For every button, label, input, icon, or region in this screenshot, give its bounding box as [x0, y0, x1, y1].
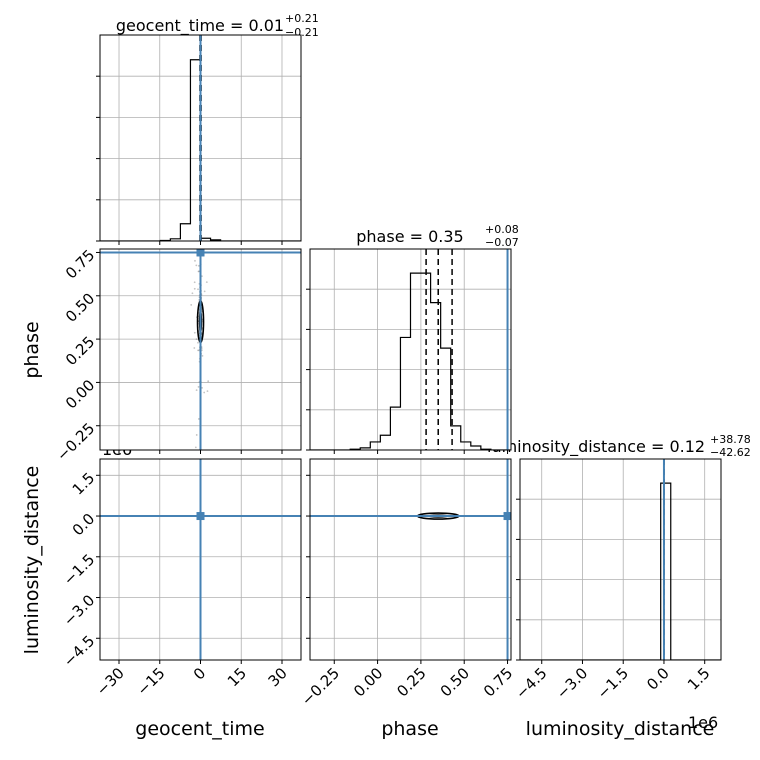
x-tick-label: 0.0 [643, 664, 673, 694]
y-tick-label: 0.75 [62, 246, 98, 282]
x-tick-label: −15 [133, 664, 168, 699]
histogram-phase [310, 272, 511, 450]
x-tick-label: −3.0 [553, 664, 591, 702]
x-tick-label: 15 [224, 664, 250, 690]
sample-point [194, 259, 196, 262]
sample-point [193, 281, 196, 284]
y-tick-label: 0.50 [62, 289, 98, 325]
truth-marker [503, 512, 511, 521]
x-tick-label: −0.25 [298, 664, 343, 709]
xlabel-geocent-time: geocent_time [135, 718, 264, 740]
sample-point [201, 355, 204, 357]
x-tick-label: −1.5 [594, 664, 632, 702]
sample-point [193, 347, 196, 349]
y-tick-label: 0.00 [62, 376, 98, 412]
histogram-geocent_time [100, 59, 301, 241]
sample-point [195, 338, 198, 341]
sample-point [201, 386, 203, 389]
sample-point [197, 349, 199, 352]
title-luminosity-distance: luminosity_distance = 0.12 [487, 437, 705, 457]
x-tick-label: 0.75 [480, 664, 516, 700]
x-tick-label: 0.25 [393, 664, 429, 700]
sample-point [205, 281, 208, 284]
xlabel-phase: phase [381, 718, 438, 740]
sample-point [197, 386, 200, 388]
sample-point [193, 287, 196, 290]
y-tick-label: −3.0 [60, 591, 98, 629]
sample-point [195, 264, 198, 267]
panel-frame [309, 458, 512, 661]
sample-point [203, 391, 206, 394]
y-tick-label: 1.5 [69, 469, 99, 499]
sample-point [191, 292, 194, 295]
y-tick-label: 0.25 [62, 333, 98, 369]
panel-2-0 [100, 459, 301, 660]
title-luminosity-distance-plus: +38.78 [710, 433, 751, 446]
x-tick-label: 0 [190, 664, 209, 683]
y-tick-label: −4.5 [60, 632, 98, 670]
panel-2-2 [520, 459, 721, 660]
sample-point [195, 434, 198, 436]
x-tick-label: 0.00 [350, 664, 386, 700]
ylabel-luminosity-distance: luminosity_distance [21, 466, 43, 655]
panel-background [310, 459, 511, 660]
panel-frame [519, 458, 722, 661]
sample-point [206, 390, 209, 392]
y-tick-label: −0.25 [53, 419, 98, 464]
panel-0-0 [100, 35, 301, 241]
sample-point [197, 341, 199, 344]
truth-marker [196, 512, 205, 521]
sample-point [197, 264, 200, 267]
ylabel-phase: phase [21, 321, 43, 378]
sample-point [193, 331, 196, 334]
panel-background [520, 459, 721, 660]
panel-1-1 [310, 249, 511, 450]
panel-2-1 [310, 459, 511, 660]
x-tick-label: 30 [265, 664, 291, 690]
sample-point [202, 242, 204, 244]
title-luminosity-distance-minus: −42.62 [710, 446, 751, 459]
x-tick-label: −4.5 [512, 664, 550, 702]
sample-point [195, 389, 198, 392]
x-offset-label: 1e6 [688, 713, 718, 732]
title-phase-minus: −0.07 [485, 236, 519, 249]
sample-point [197, 242, 199, 244]
title-phase: phase = 0.35 [356, 227, 463, 246]
sample-point [190, 304, 193, 306]
truth-marker [196, 249, 205, 257]
y-tick-label: −1.5 [60, 550, 98, 588]
title-geocent-time: geocent_time = 0.01 [116, 16, 284, 36]
panel-1-0 [100, 242, 301, 450]
y-tick-label: 0.0 [69, 510, 99, 540]
sample-point [197, 270, 200, 273]
x-tick-label: 0.50 [437, 664, 473, 700]
xlabel-luminosity-distance: luminosity_distance [526, 718, 715, 740]
panel-frame [309, 248, 512, 451]
x-tick-label: 1.5 [684, 664, 714, 694]
sample-point [197, 418, 200, 420]
sample-point [207, 380, 210, 383]
title-geocent-time-plus: +0.21 [285, 12, 319, 25]
x-tick-label: −30 [93, 664, 128, 699]
sample-point [194, 446, 197, 449]
title-phase-plus: +0.08 [485, 223, 519, 236]
sample-point [197, 288, 199, 291]
sample-point [203, 290, 206, 293]
